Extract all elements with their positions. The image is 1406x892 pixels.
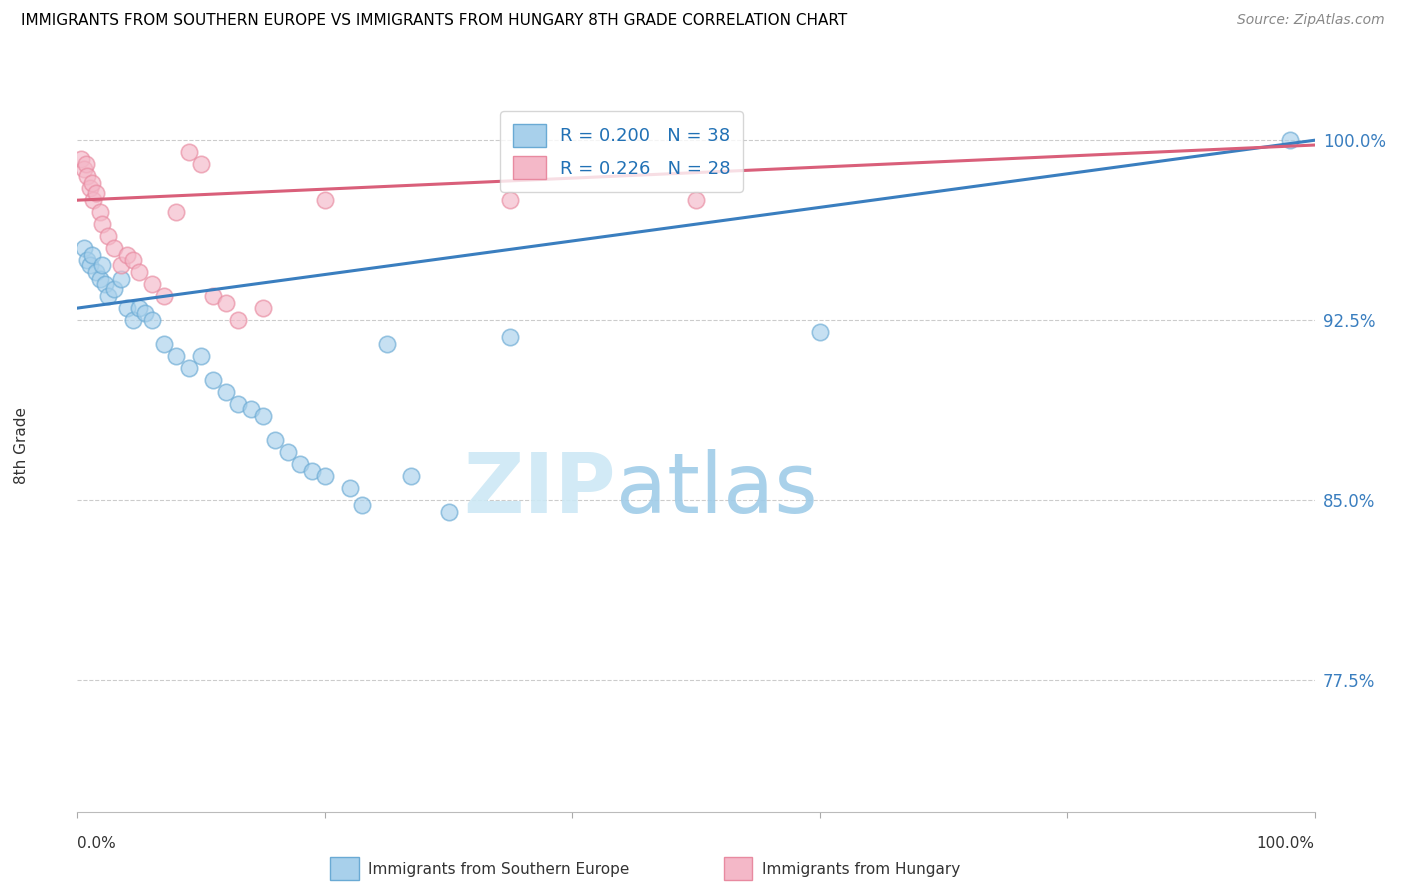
Point [401,469,423,483]
Point [685,193,707,207]
Point [128,265,150,279]
Text: Immigrants from Southern Europe: Immigrants from Southern Europe [368,863,630,877]
Point [202,289,225,303]
Point [91,217,114,231]
Point [226,313,249,327]
Point [165,349,187,363]
Point [79,258,101,272]
Point [1278,133,1301,147]
Point [141,313,163,327]
Point [215,296,238,310]
Point [202,373,225,387]
Point [252,409,274,423]
Text: IMMIGRANTS FROM SOUTHERN EUROPE VS IMMIGRANTS FROM HUNGARY 8TH GRADE CORRELATION: IMMIGRANTS FROM SOUTHERN EUROPE VS IMMIG… [21,13,848,29]
Point [375,337,398,351]
Point [110,272,132,286]
Point [82,248,104,262]
Point [82,177,104,191]
Point [177,145,200,160]
Point [190,349,212,363]
Point [110,258,132,272]
Point [93,277,115,292]
Point [70,153,93,167]
Point [72,161,94,176]
Text: Immigrants from Hungary: Immigrants from Hungary [762,863,960,877]
Point [89,272,111,286]
Point [76,253,98,268]
Text: 100.0%: 100.0% [1257,836,1315,851]
Point [339,481,361,495]
Point [72,241,94,255]
Point [499,193,522,207]
Point [82,193,104,207]
Point [91,258,114,272]
Point [437,505,460,519]
Legend: R = 0.200   N = 38, R = 0.226   N = 28: R = 0.200 N = 38, R = 0.226 N = 28 [501,112,744,192]
Point [264,433,287,447]
Point [153,337,176,351]
Point [76,169,98,184]
Point [165,205,187,219]
Point [808,325,831,339]
Point [103,282,125,296]
Point [97,289,120,303]
Point [89,205,111,219]
Point [84,265,107,279]
Point [252,301,274,315]
Point [141,277,163,292]
Point [190,157,212,171]
Point [153,289,176,303]
Point [75,157,97,171]
Text: 0.0%: 0.0% [77,836,117,851]
Point [314,193,336,207]
Point [128,301,150,315]
Point [314,469,336,483]
Point [115,248,138,262]
Point [79,181,101,195]
Point [301,464,323,478]
Text: 8th Grade: 8th Grade [14,408,30,484]
Point [215,385,238,400]
Point [115,301,138,315]
Text: ZIP: ZIP [463,450,616,531]
Point [288,457,311,471]
Point [277,445,299,459]
Point [122,253,145,268]
Point [177,361,200,376]
Point [134,306,156,320]
Point [350,498,373,512]
Text: Source: ZipAtlas.com: Source: ZipAtlas.com [1237,13,1385,28]
Text: atlas: atlas [616,450,817,531]
Point [103,241,125,255]
Point [239,401,262,416]
Point [499,330,522,344]
Point [122,313,145,327]
Point [226,397,249,411]
Point [84,186,107,200]
Point [97,229,120,244]
